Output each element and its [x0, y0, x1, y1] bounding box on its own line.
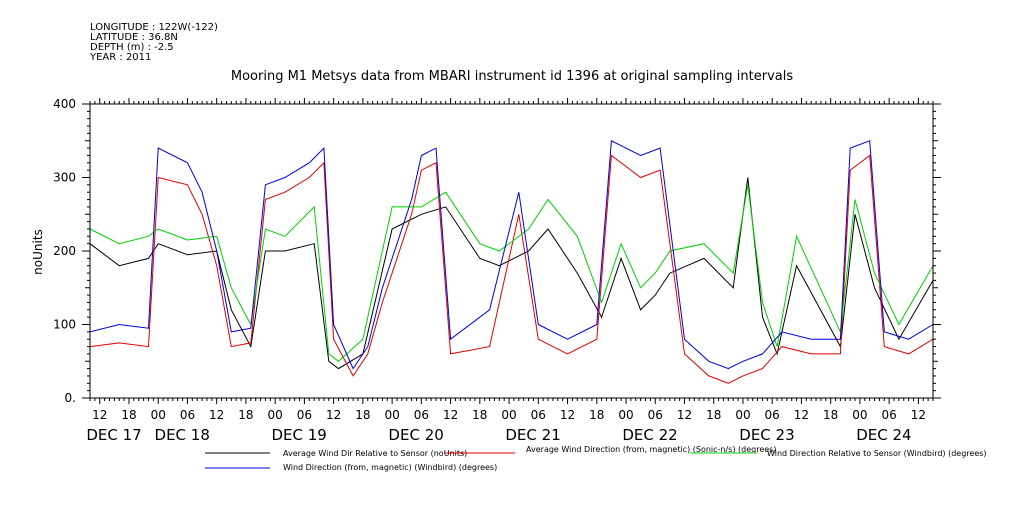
x-tick-labels: 12 18 00 06 12 18 00 06 12 18 00 06 12 18 00 06 12 18 00 06… [86, 408, 926, 444]
metadata-line: YEAR : 2011 [89, 52, 151, 63]
series-line [89, 177, 934, 370]
x-tick-label: 06 [531, 408, 546, 422]
x-tick-label: 12 [326, 408, 341, 422]
x-tick-label: 12 [209, 408, 224, 422]
legend-label: Average Wind Direction (from, magnetic) … [526, 445, 776, 454]
x-date-label: DEC 22 [622, 426, 677, 444]
legend-label: Wind Direction (from, magnetic) (Windbir… [283, 463, 497, 472]
x-tick-label: 12 [92, 408, 107, 422]
metadata-line: LATITUDE : 36.8N [90, 32, 178, 43]
x-tick-label: 12 [911, 408, 926, 422]
x-tick-label: 00 [501, 408, 516, 422]
y-tick-label: 400 [53, 97, 76, 111]
x-tick-label: 06 [765, 408, 780, 422]
x-date-label: DEC 20 [388, 426, 443, 444]
metadata-line: DEPTH (m) : -2.5 [90, 42, 174, 53]
metadata-line: LONGITUDE : 122W(-122) [90, 22, 218, 33]
x-tick-label: 12 [443, 408, 458, 422]
legend: Average Wind Dir Relative to Sensor (noU… [205, 445, 987, 472]
x-tick-label: 00 [618, 408, 633, 422]
x-date-label: DEC 21 [505, 426, 560, 444]
chart-title: Mooring M1 Metsys data from MBARI instru… [231, 69, 793, 84]
x-tick-label: 18 [121, 408, 136, 422]
x-tick-label: 00 [268, 408, 283, 422]
x-tick-label: 12 [560, 408, 575, 422]
x-tick-label: 06 [648, 408, 663, 422]
series-line [89, 184, 934, 362]
x-tick-label: 18 [472, 408, 487, 422]
legend-label: Average Wind Dir Relative to Sensor (noU… [283, 449, 467, 458]
x-tick-label: 12 [794, 408, 809, 422]
y-tick-labels: 0. 100 200 300 400 [53, 97, 76, 405]
series-lines [89, 140, 934, 384]
x-tick-label: 00 [735, 408, 750, 422]
x-tick-label: 06 [882, 408, 897, 422]
metadata-block: LONGITUDE : 122W(-122)LATITUDE : 36.8NDE… [89, 22, 218, 63]
x-tick-label: 18 [823, 408, 838, 422]
series-line [89, 154, 934, 384]
plot-frame [89, 103, 934, 399]
y-tick-label: 300 [53, 171, 76, 185]
x-date-label: DEC 23 [739, 426, 794, 444]
x-date-label: DEC 18 [155, 426, 210, 444]
x-tick-label: 12 [677, 408, 692, 422]
x-tick-label: 06 [297, 408, 312, 422]
x-tick-label: 18 [355, 408, 370, 422]
x-tick-label: 18 [238, 408, 253, 422]
axis-ticks [82, 98, 941, 404]
x-tick-label: 06 [414, 408, 429, 422]
x-tick-label: 00 [151, 408, 166, 422]
y-tick-label: 0. [65, 391, 76, 405]
series-line [89, 140, 934, 370]
y-tick-label: 200 [53, 244, 76, 258]
x-date-label: DEC 19 [271, 426, 326, 444]
legend-label: Wind Direction Relative to Sensor (Windb… [767, 449, 987, 458]
y-tick-label: 100 [53, 318, 76, 332]
x-tick-label: 00 [384, 408, 399, 422]
x-tick-label: 18 [706, 408, 721, 422]
x-tick-label: 18 [589, 408, 604, 422]
x-date-label: DEC 24 [856, 426, 911, 444]
x-tick-label: 00 [852, 408, 867, 422]
x-date-label: DEC 17 [86, 426, 141, 444]
x-tick-label: 06 [180, 408, 195, 422]
y-axis-label: noUnits [31, 229, 45, 275]
